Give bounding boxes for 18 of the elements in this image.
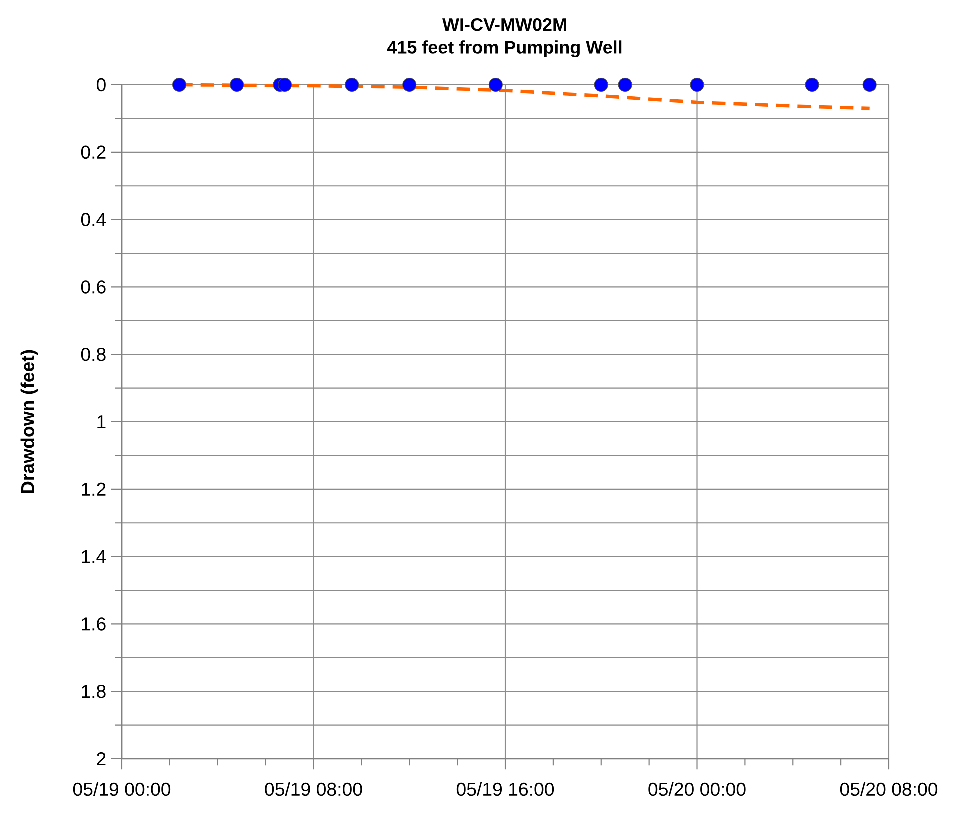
x-tick-label: 05/20 08:00 <box>840 782 938 796</box>
x-tick-label: 05/19 16:00 <box>456 782 554 796</box>
chart-title: WI-CV-MW02M 415 feet from Pumping Well <box>387 18 622 58</box>
x-tick-label: 05/19 00:00 <box>73 782 171 796</box>
y-tick-label: 0 <box>96 78 106 92</box>
y-tick-label: 1.6 <box>82 618 106 631</box>
y-tick-label: 1.8 <box>82 684 106 698</box>
y-tick-label: 2 <box>97 752 106 766</box>
x-tick-label: 05/20 00:00 <box>648 782 746 796</box>
y-axis-title: Drawdown (feet) <box>20 350 38 494</box>
y-tick-label: 0.6 <box>81 280 106 294</box>
y-tick-label: 0.2 <box>81 146 106 160</box>
y-tick-label: 1 <box>98 416 106 428</box>
y-tick-label: 1.4 <box>82 550 106 564</box>
x-tick-label: 05/19 08:00 <box>265 782 362 796</box>
y-tick-label: 1.2 <box>82 482 106 496</box>
y-tick-label: 0.8 <box>81 348 106 362</box>
y-tick-label: 0.4 <box>81 213 106 226</box>
